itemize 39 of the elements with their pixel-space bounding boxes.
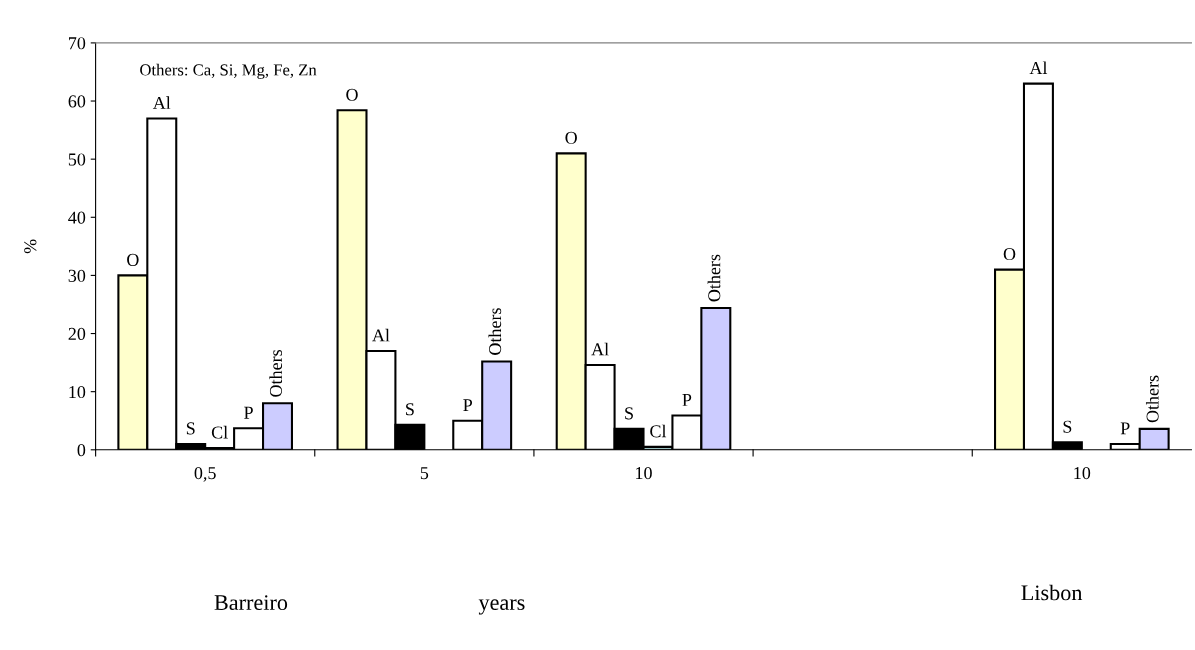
text: years xyxy=(478,599,525,615)
text: P xyxy=(463,399,473,412)
series-label: Cl xyxy=(650,424,667,438)
annotation: Others: Ca, Si, Mg, Fe, Zn xyxy=(140,63,317,79)
y-tick-label: 20 xyxy=(68,327,86,340)
y-axis-title: % xyxy=(24,239,37,254)
series-label: Al xyxy=(152,96,171,109)
y-tick-label: 10 xyxy=(69,385,86,399)
x-tick-label: 10 xyxy=(1074,466,1091,480)
text: Others xyxy=(488,308,502,355)
series-label: S xyxy=(186,422,195,435)
text: S xyxy=(406,403,414,416)
text: S xyxy=(1063,420,1072,433)
y-tick-label: 40 xyxy=(68,211,86,224)
y-tick-label: 0 xyxy=(77,444,86,457)
text: O xyxy=(127,253,139,266)
series-label: O xyxy=(565,131,577,144)
text: Others xyxy=(269,350,283,397)
text: P xyxy=(1120,422,1130,435)
x-tick-label: 5 xyxy=(420,467,429,480)
text: Others xyxy=(1145,375,1159,423)
x-tick-label: 0,5 xyxy=(194,466,216,482)
y-tick-label: 50 xyxy=(68,153,86,166)
y-tick-label: 60 xyxy=(68,95,86,108)
text: Others xyxy=(707,254,721,302)
text: Lisbon xyxy=(1021,584,1083,601)
text: S xyxy=(625,407,633,420)
text: O xyxy=(346,88,358,101)
text: Barreiro xyxy=(214,595,288,611)
y-tick-label: 30 xyxy=(68,269,86,282)
text: O xyxy=(1003,247,1016,261)
text: Al xyxy=(591,342,609,356)
y-tick-label: 70 xyxy=(69,37,86,50)
text: P xyxy=(244,406,253,419)
series-label: P xyxy=(682,394,692,406)
text: Al xyxy=(372,328,390,342)
text: Al xyxy=(1029,61,1048,74)
text: Cl xyxy=(211,425,228,439)
x-tick-label: 10 xyxy=(636,466,652,480)
